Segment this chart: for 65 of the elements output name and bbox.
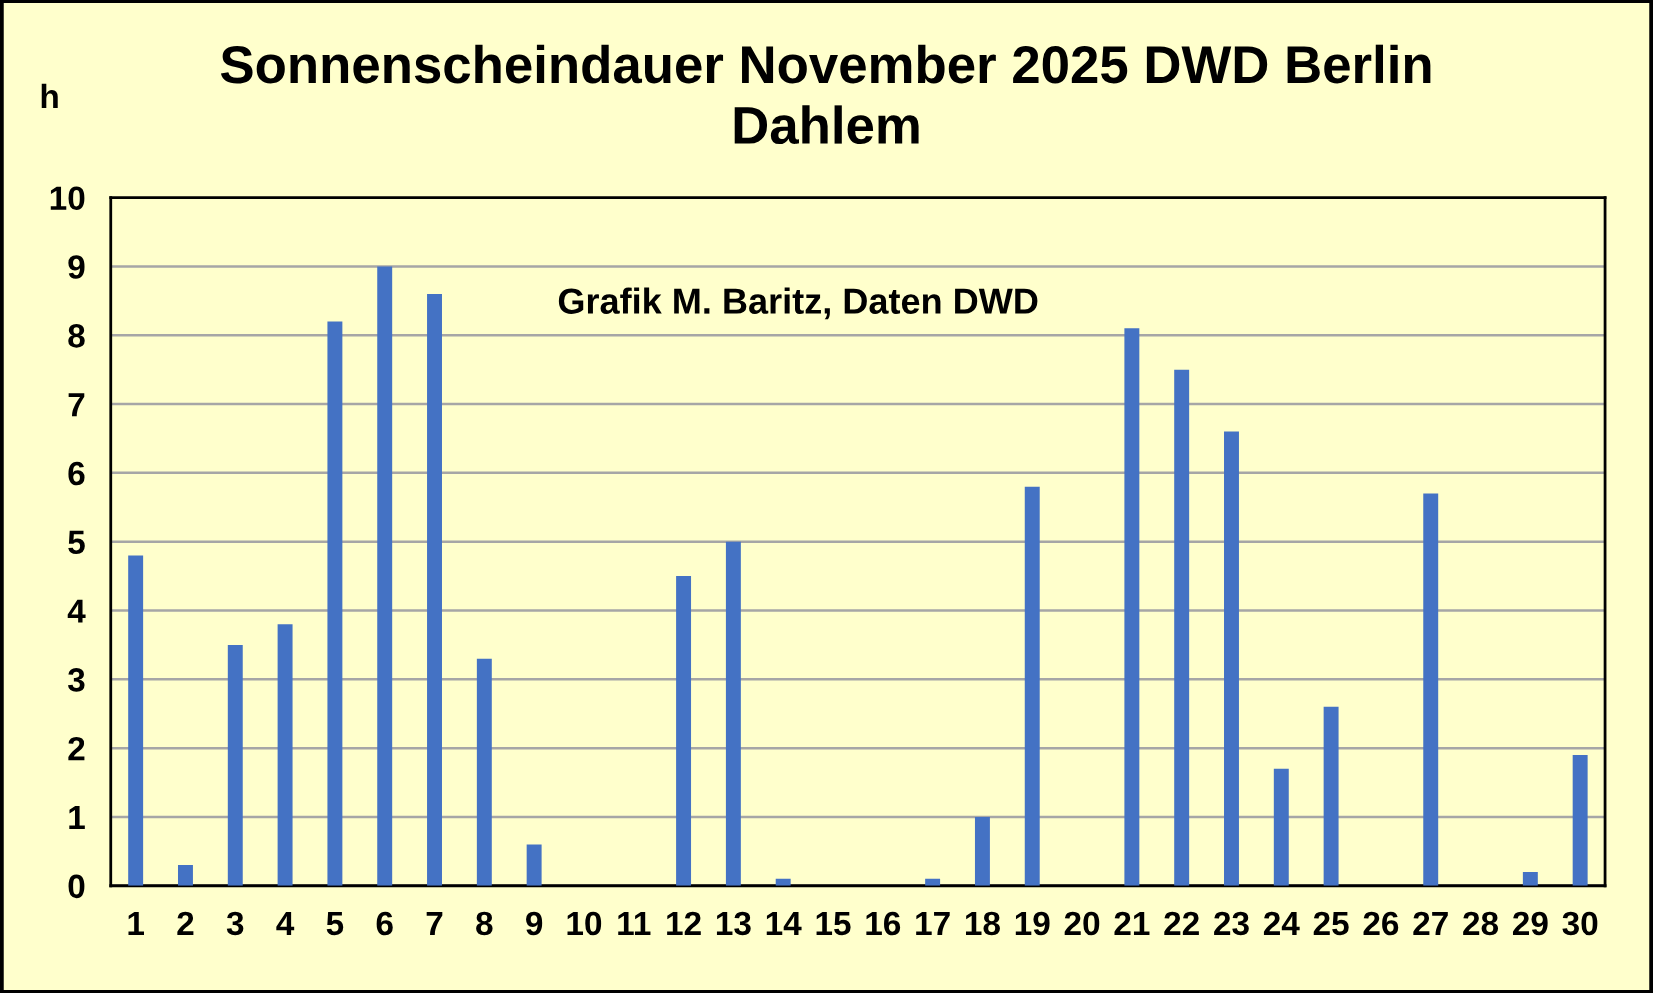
y-tick-label: 3 [67, 668, 85, 692]
x-tick-label: 24 [1263, 911, 1300, 935]
x-tick-label: 10 [567, 911, 602, 936]
x-tick-label: 19 [1015, 911, 1050, 936]
y-tick-label: 4 [67, 599, 86, 623]
x-tick-label: 18 [966, 911, 1000, 936]
y-tick-label: 2 [68, 736, 85, 761]
x-tick-label: 29 [1512, 911, 1548, 936]
x-tick-label: 5 [326, 911, 344, 936]
x-tick-label: 7 [426, 911, 443, 935]
x-tick-label: 9 [526, 911, 543, 936]
bar [227, 644, 243, 886]
x-tick-label: 25 [1313, 911, 1349, 936]
bar [277, 624, 293, 886]
x-tick-label: 2 [177, 911, 194, 935]
y-tick-label: 8 [68, 324, 85, 348]
chart-title: Sonnenscheindauer November 2025 DWD Berlin Dahlem [220, 44, 1431, 145]
bar [128, 555, 144, 886]
bar [327, 321, 343, 886]
bar [676, 576, 692, 886]
x-tick-label: 12 [667, 911, 701, 935]
y-tick-label: 1 [69, 806, 85, 830]
y-tick-label: 9 [68, 255, 85, 279]
x-tick-label: 16 [866, 911, 901, 936]
x-tick-label: 1 [128, 911, 144, 935]
bar [1522, 871, 1538, 886]
bar [974, 816, 990, 886]
bar [1024, 486, 1040, 886]
x-tick-label: 26 [1363, 911, 1399, 936]
bar [1423, 493, 1439, 886]
bar [526, 844, 542, 886]
x-tick-label: 20 [1064, 911, 1100, 936]
x-tick-label: 4 [276, 911, 295, 935]
bar [1323, 706, 1339, 886]
bar [427, 293, 442, 886]
bar [1273, 768, 1289, 886]
x-tick-label: 8 [476, 911, 493, 936]
x-tick-label: 21 [1114, 911, 1150, 935]
x-tick-label: 27 [1413, 911, 1448, 935]
x-tick-label: 15 [816, 911, 851, 936]
y-tick-label: 10 [50, 186, 85, 211]
bar [476, 658, 492, 886]
x-tick-label: 6 [376, 911, 393, 936]
annotation: Grafik M. Baritz, Daten DWD [558, 287, 1038, 320]
x-tick-label: 3 [226, 911, 244, 936]
bar [178, 865, 193, 886]
bar [1572, 755, 1588, 886]
bar [725, 541, 741, 886]
x-tick-label: 13 [716, 911, 751, 936]
x-tick-label: 14 [766, 911, 802, 935]
y-tick-label: 6 [68, 461, 85, 486]
bar [1224, 431, 1239, 886]
x-tick-label: 30 [1562, 911, 1598, 936]
y-tick-label: 5 [68, 530, 85, 555]
x-tick-label: 11 [618, 911, 651, 935]
y-tick-label: 0 [68, 874, 85, 899]
bar [1124, 328, 1140, 886]
bar [377, 266, 393, 886]
x-tick-label: 28 [1463, 911, 1499, 936]
x-tick-label: 23 [1214, 911, 1249, 936]
y-tick-label: 7 [68, 393, 85, 417]
x-tick-label: 22 [1164, 911, 1199, 935]
x-tick-label: 17 [916, 911, 950, 935]
bar [1174, 369, 1190, 886]
y-axis-title: h [41, 83, 58, 108]
